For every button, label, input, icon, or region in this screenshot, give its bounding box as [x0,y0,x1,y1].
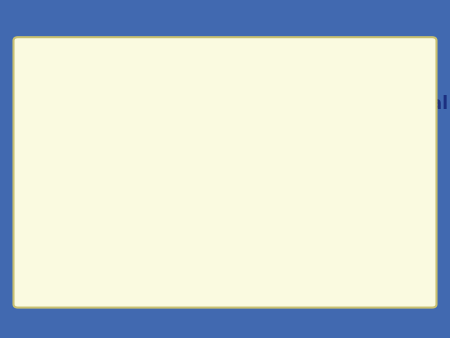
Text: π: π [189,196,248,274]
Text: -: - [161,247,176,281]
Text: Operations on Rational: Operations on Rational [222,95,448,113]
Text: x: x [36,69,108,187]
Circle shape [122,105,298,281]
Text: Expressions: Expressions [276,112,394,130]
Text: y: y [165,54,231,166]
Text: ADD/SUBTRACT: ADD/SUBTRACT [239,159,396,177]
Text: 3: 3 [143,132,213,228]
Text: +: + [48,193,104,259]
